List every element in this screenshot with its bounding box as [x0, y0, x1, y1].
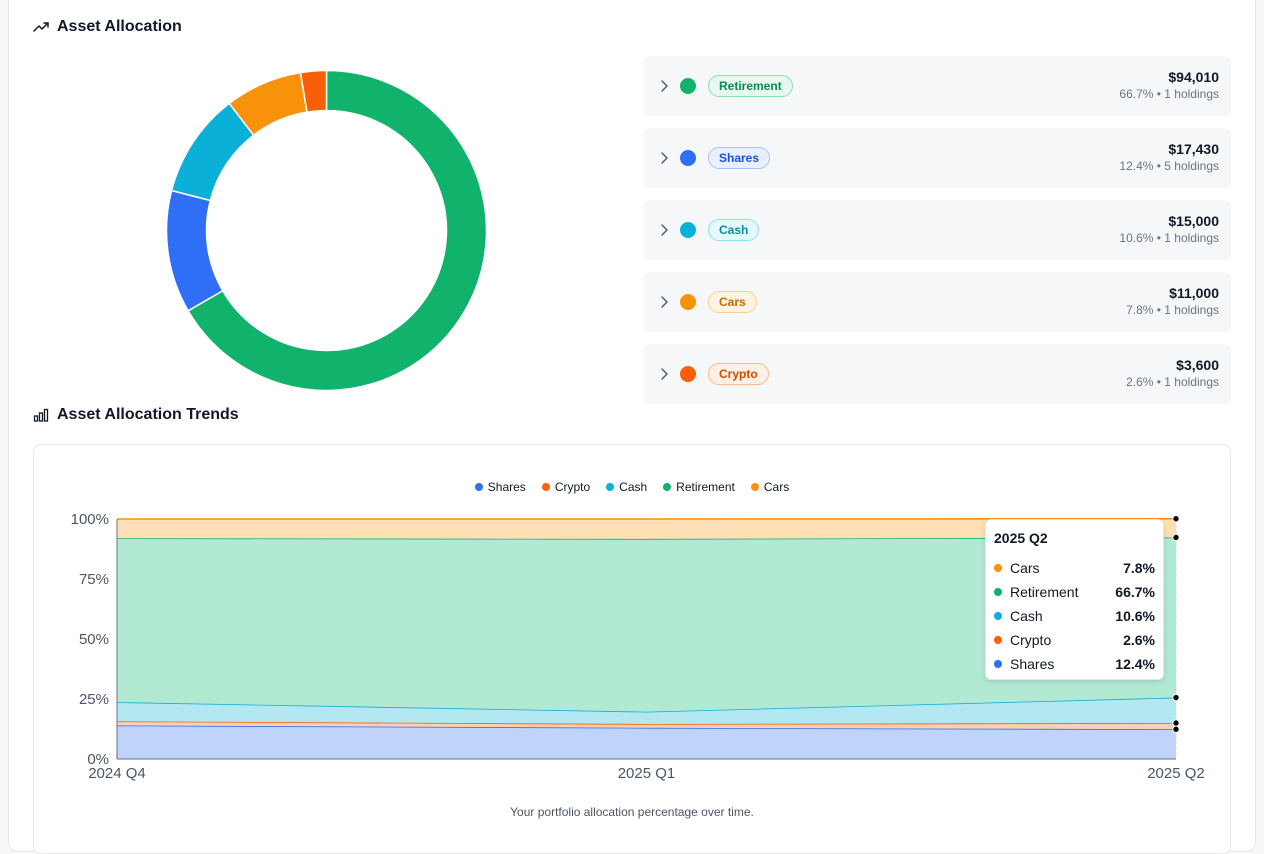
tooltip-value: 12.4% — [1115, 656, 1155, 672]
legend-dot — [475, 483, 483, 491]
legend-dot — [751, 483, 759, 491]
tooltip-name: Cars — [1010, 560, 1123, 576]
active-point-retirement — [1173, 534, 1179, 540]
tooltip-dot — [994, 660, 1002, 668]
tooltip-dot — [994, 588, 1002, 596]
legend-item-retirement[interactable]: Retirement — [663, 478, 735, 496]
legend-dot — [542, 483, 550, 491]
legend-dot — [606, 483, 614, 491]
chart-caption: Your portfolio allocation percentage ove… — [0, 805, 1264, 819]
legend-item-crypto[interactable]: Crypto — [542, 478, 590, 496]
tooltip-name: Retirement — [1010, 584, 1115, 600]
legend-label: Cars — [764, 480, 789, 494]
tooltip-dot — [994, 636, 1002, 644]
tooltip-title: 2025 Q2 — [994, 530, 1155, 546]
tooltip-value: 7.8% — [1123, 560, 1155, 576]
y-tick-label: 50% — [79, 631, 109, 648]
legend-label: Retirement — [676, 480, 735, 494]
active-point-cash — [1173, 694, 1179, 700]
y-tick-label: 25% — [79, 691, 109, 708]
tooltip-dot — [994, 612, 1002, 620]
legend-item-cars[interactable]: Cars — [751, 478, 789, 496]
x-tick-label: 2025 Q2 — [1147, 765, 1205, 782]
tooltip-name: Shares — [1010, 656, 1115, 672]
tooltip-name: Cash — [1010, 608, 1115, 624]
tooltip-name: Crypto — [1010, 632, 1123, 648]
active-point-cars — [1173, 516, 1179, 522]
legend-item-cash[interactable]: Cash — [606, 478, 647, 496]
legend-item-shares[interactable]: Shares — [475, 478, 526, 496]
tooltip-value: 2.6% — [1123, 632, 1155, 648]
tooltip-value: 10.6% — [1115, 608, 1155, 624]
legend-label: Cash — [619, 480, 647, 494]
chart-legend: Shares Crypto Cash Retirement Cars — [0, 478, 1264, 496]
tooltip-dot — [994, 564, 1002, 572]
area-shares — [117, 725, 1176, 759]
active-point-shares — [1173, 726, 1179, 732]
legend-label: Crypto — [555, 480, 590, 494]
active-point-crypto — [1173, 720, 1179, 726]
y-tick-label: 100% — [71, 511, 109, 528]
legend-label: Shares — [488, 480, 526, 494]
x-tick-label: 2024 Q4 — [88, 765, 146, 782]
y-tick-label: 75% — [79, 571, 109, 588]
tooltip-value: 66.7% — [1115, 584, 1155, 600]
x-tick-label: 2025 Q1 — [618, 765, 676, 782]
legend-dot — [663, 483, 671, 491]
